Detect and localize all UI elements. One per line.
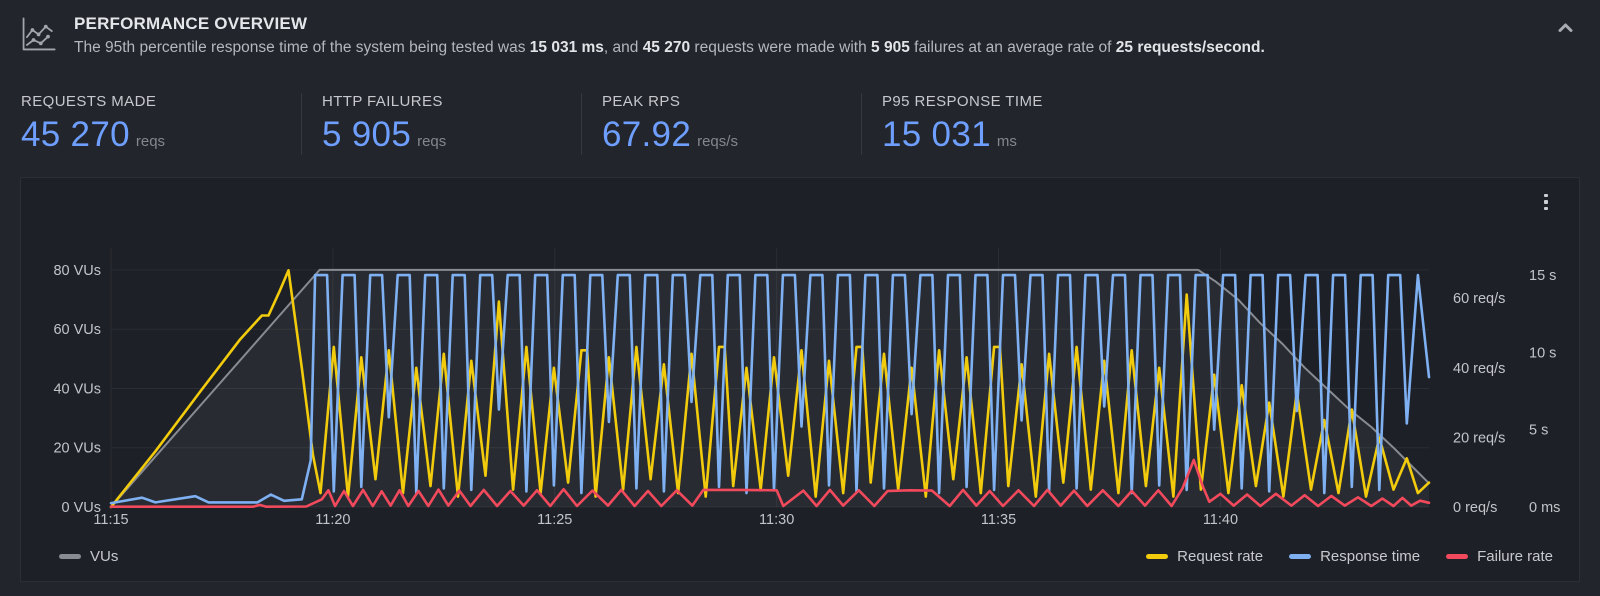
stat-peak-rps: PEAK RPS 67.92 reqs/s bbox=[581, 93, 861, 155]
svg-text:10 s: 10 s bbox=[1529, 345, 1556, 361]
chevron-up-icon bbox=[1557, 22, 1574, 37]
legend-item-request-rate[interactable]: Request rate bbox=[1146, 548, 1263, 565]
legend-label: Request rate bbox=[1177, 548, 1264, 565]
chart-legend: VUs Request rate Response time Failure r… bbox=[21, 548, 1579, 565]
svg-text:0 req/s: 0 req/s bbox=[1453, 500, 1497, 516]
svg-text:11:25: 11:25 bbox=[537, 512, 572, 528]
svg-text:11:35: 11:35 bbox=[981, 512, 1016, 528]
stat-unit: reqs bbox=[417, 133, 447, 150]
legend-item-failure-rate[interactable]: Failure rate bbox=[1446, 548, 1553, 565]
panel-menu-button[interactable] bbox=[1535, 190, 1557, 214]
stat-label: P95 RESPONSE TIME bbox=[882, 93, 1043, 110]
stats-row: REQUESTS MADE 45 270 reqs HTTP FAILURES … bbox=[21, 93, 1600, 155]
svg-text:80 VUs: 80 VUs bbox=[53, 263, 101, 279]
line-chart-icon bbox=[18, 14, 58, 56]
stat-unit: reqs/s bbox=[697, 133, 738, 150]
stat-label: PEAK RPS bbox=[602, 93, 681, 110]
page-title: PERFORMANCE OVERVIEW bbox=[74, 14, 308, 33]
legend-marker bbox=[1146, 554, 1169, 559]
svg-text:11:20: 11:20 bbox=[315, 512, 350, 528]
legend-marker bbox=[1446, 554, 1469, 559]
stat-value: 15 031 bbox=[882, 115, 991, 154]
svg-text:0 VUs: 0 VUs bbox=[62, 500, 102, 516]
svg-text:11:30: 11:30 bbox=[759, 512, 794, 528]
svg-text:5 s: 5 s bbox=[1529, 423, 1548, 439]
svg-text:40 VUs: 40 VUs bbox=[53, 381, 101, 397]
stat-requests-made: REQUESTS MADE 45 270 reqs bbox=[21, 93, 301, 155]
stat-unit: ms bbox=[996, 133, 1017, 150]
chart-panel: 11:15 11:20 11:25 11:30 11:35 11:40 0 VUs 20 VU… bbox=[20, 177, 1580, 582]
legend-item-vus[interactable]: VUs bbox=[59, 548, 118, 565]
collapse-section-button[interactable] bbox=[1554, 20, 1576, 38]
legend-group-left: VUs bbox=[59, 548, 118, 565]
stat-unit: reqs bbox=[135, 133, 166, 150]
legend-label: VUs bbox=[90, 548, 119, 565]
svg-text:11:40: 11:40 bbox=[1203, 512, 1238, 528]
svg-text:0 ms: 0 ms bbox=[1529, 500, 1560, 516]
svg-text:20 req/s: 20 req/s bbox=[1453, 430, 1505, 446]
kebab-menu-icon bbox=[1544, 193, 1548, 211]
legend-marker bbox=[59, 554, 81, 559]
svg-text:20 VUs: 20 VUs bbox=[53, 441, 101, 457]
page-subtitle: The 95th percentile response time of the… bbox=[74, 39, 1265, 56]
stat-label: REQUESTS MADE bbox=[21, 93, 157, 110]
stat-value: 5 905 bbox=[322, 115, 412, 154]
svg-text:11:15: 11:15 bbox=[93, 512, 128, 528]
stat-label: HTTP FAILURES bbox=[322, 93, 443, 110]
legend-marker bbox=[1289, 554, 1312, 559]
legend-label: Response time bbox=[1320, 548, 1421, 565]
stat-value: 67.92 bbox=[602, 115, 692, 154]
legend-group-right: Request rate Response time Failure rate bbox=[1146, 548, 1553, 565]
time-series-plot[interactable]: 11:15 11:20 11:25 11:30 11:35 11:40 0 VUs 20 VU… bbox=[21, 178, 1579, 538]
stat-p95-response-time: P95 RESPONSE TIME 15 031 ms bbox=[861, 93, 1141, 155]
legend-item-response-time[interactable]: Response time bbox=[1289, 548, 1420, 565]
legend-label: Failure rate bbox=[1477, 548, 1553, 565]
stat-http-failures: HTTP FAILURES 5 905 reqs bbox=[301, 93, 581, 155]
svg-text:60 req/s: 60 req/s bbox=[1453, 291, 1505, 307]
section-header: PERFORMANCE OVERVIEW The 95th percentile… bbox=[0, 0, 1600, 59]
svg-text:40 req/s: 40 req/s bbox=[1453, 361, 1505, 377]
svg-text:15 s: 15 s bbox=[1529, 268, 1556, 284]
stat-value: 45 270 bbox=[21, 115, 130, 154]
svg-text:60 VUs: 60 VUs bbox=[53, 322, 101, 338]
